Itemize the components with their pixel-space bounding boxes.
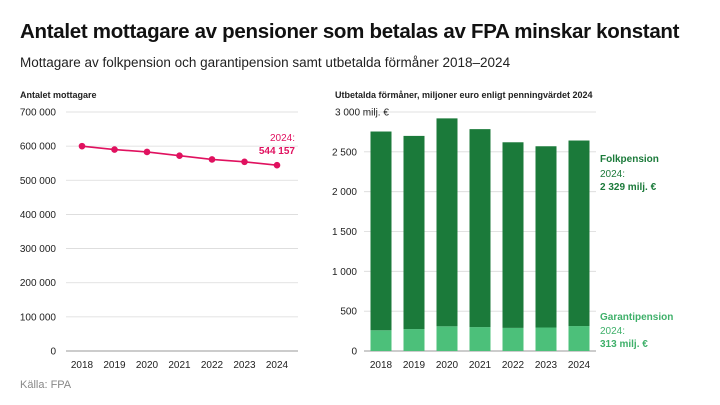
folkpension-label: Folkpension [600, 154, 659, 165]
line-annotation-value: 544 157 [259, 146, 296, 157]
bar-xtick-label: 2022 [502, 360, 525, 371]
line-point [143, 148, 151, 156]
bar-series [370, 118, 590, 351]
garantipension-annotation-year: 2024: [600, 326, 625, 337]
bar-chart-xticks: 2018 2019 2020 2021 2022 2023 2024 [370, 360, 591, 371]
line-annotation-year: 2024: [270, 133, 295, 144]
bar-folkpension [403, 135, 425, 330]
line-ytick-label: 500 000 [20, 176, 57, 187]
line-point [111, 146, 118, 153]
source-note: Källa: FPA [20, 379, 72, 391]
line-point [273, 161, 281, 169]
line-ytick-label: 200 000 [20, 278, 57, 289]
line-point [78, 142, 86, 150]
line-xtick-label: 2020 [136, 360, 159, 371]
bar-ytick-label: 2 500 [332, 147, 357, 158]
bar-xtick-label: 2019 [403, 360, 426, 371]
line-ytick-label: 0 [50, 347, 56, 358]
bar-garantipension [370, 330, 392, 351]
bar-garantipension [568, 326, 590, 351]
line-chart-ylabel: Antalet mottagare [20, 90, 97, 100]
folkpension-annotation-year: 2024: [600, 169, 625, 180]
line-point [208, 156, 216, 163]
bar-folkpension [370, 131, 392, 331]
bar-folkpension [469, 129, 491, 328]
bar-ytick-label: 2 000 [332, 187, 357, 198]
garantipension-annotation-value: 313 milj. € [600, 339, 648, 350]
line-chart-yticks: 0 100 000 200 000 300 000 400 000 500 000 600 … [20, 108, 57, 358]
line-xtick-label: 2024 [266, 360, 289, 371]
line-point [241, 158, 248, 166]
bar-folkpension [568, 140, 590, 327]
bar-ytick-label: 1 500 [332, 227, 357, 238]
line-chart-xticks: 2018 2019 2020 2021 2022 2023 2024 [71, 360, 289, 371]
bar-garantipension [469, 327, 491, 351]
bar-xtick-label: 2018 [370, 360, 393, 371]
bar-garantipension [403, 329, 425, 351]
folkpension-annotation-value: 2 329 milj. € [600, 182, 657, 193]
line-xtick-label: 2018 [71, 360, 94, 371]
bar-ytick-label: 3 000 milj. € [335, 108, 389, 119]
bar-ytick-label: 0 [351, 347, 357, 358]
bar-xtick-label: 2024 [568, 360, 591, 371]
bar-xtick-label: 2023 [535, 360, 558, 371]
bar-garantipension [502, 327, 524, 351]
bar-chart-ylabel: Utbetalda förmåner, miljoner euro enligt… [335, 90, 593, 100]
line-ytick-label: 100 000 [20, 312, 57, 323]
bar-xtick-label: 2021 [469, 360, 492, 371]
page-subtitle: Mottagare av folkpension och garantipens… [20, 55, 511, 70]
line-xtick-label: 2019 [103, 360, 126, 371]
bar-chart-yticks: 0 500 1 000 1 500 2 000 2 500 3 000 milj. € [332, 108, 389, 358]
line-ytick-label: 700 000 [20, 108, 57, 119]
line-ytick-label: 300 000 [20, 244, 57, 255]
bar-ytick-label: 500 [340, 307, 357, 318]
line-ytick-label: 600 000 [20, 142, 57, 153]
line-chart-grid [66, 111, 298, 352]
page-title: Antalet mottagare av pensioner som betal… [20, 20, 680, 43]
stacked-bar-chart: Utbetalda förmåner, miljoner euro enligt… [332, 90, 673, 371]
line-series [78, 142, 281, 169]
bar-ytick-label: 1 000 [332, 267, 357, 278]
bar-garantipension [535, 327, 557, 351]
bar-folkpension [535, 146, 557, 328]
bar-folkpension [436, 118, 458, 327]
line-xtick-label: 2023 [233, 360, 256, 371]
line-xtick-label: 2021 [168, 360, 191, 371]
line-point [176, 152, 183, 160]
line-xtick-label: 2022 [201, 360, 224, 371]
bar-folkpension [502, 142, 524, 328]
line-chart: Antalet mottagare 0 100 000 200 000 300 000… [20, 90, 298, 371]
garantipension-label: Garantipension [600, 312, 673, 323]
line-ytick-label: 400 000 [20, 210, 57, 221]
bar-xtick-label: 2020 [436, 360, 459, 371]
bar-garantipension [436, 326, 458, 351]
